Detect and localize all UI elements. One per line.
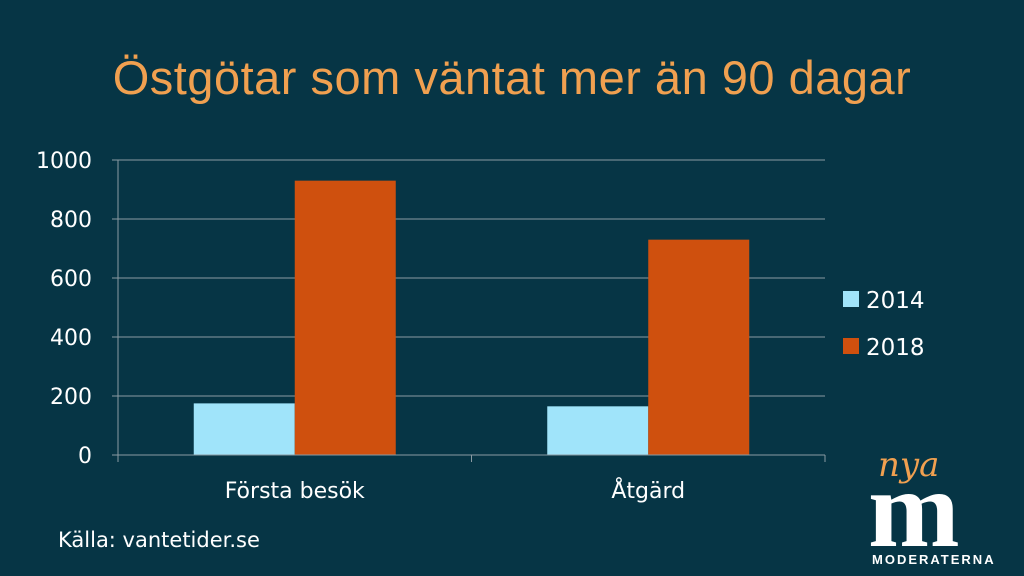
legend-label: 2018 [866,335,925,361]
bar-2014 [547,406,649,455]
y-tick-label: 600 [50,267,92,292]
legend-label: 2014 [866,288,925,314]
logo-wordmark: MODERATERNA [872,552,996,567]
x-axis: Första besök Åtgärd [117,454,826,504]
y-tick-label: 200 [50,385,92,410]
x-category-label: Åtgärd [611,477,685,504]
bar-2018 [294,180,396,455]
bar-2014 [193,403,295,455]
y-axis-ticks: 0 200 400 600 800 1000 [36,149,92,469]
logo-letter: m [868,448,960,568]
logo-script-text: nya [878,448,939,485]
bar-2018 [648,239,750,455]
legend-swatch-2014 [843,291,859,307]
moderaterna-logo: nya m MODERATERNA [868,448,996,568]
y-tick-label: 0 [78,444,92,469]
chart-title: Östgötar som väntat mer än 90 dagar [112,51,912,104]
x-category-label: Första besök [225,479,365,504]
y-tick-label: 400 [50,326,92,351]
source-label: Källa: vantetider.se [58,528,260,552]
y-tick-label: 1000 [36,149,92,174]
bars [193,180,750,455]
legend: 2014 2018 [843,288,925,361]
legend-swatch-2018 [843,338,859,354]
y-tick-label: 800 [50,208,92,233]
